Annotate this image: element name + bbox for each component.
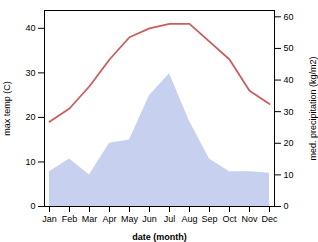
svg-text:0: 0 [284,201,289,211]
svg-text:30: 30 [284,107,294,117]
svg-text:med. precipitation (kg/m2): med. precipitation (kg/m2) [308,56,318,160]
svg-text:10: 10 [284,170,294,180]
svg-text:Jun: Jun [142,214,157,224]
svg-text:Aug: Aug [181,214,197,224]
svg-text:0: 0 [30,201,35,211]
svg-text:Sep: Sep [201,214,217,224]
svg-text:Apr: Apr [102,214,116,224]
svg-text:Mar: Mar [82,214,98,224]
svg-text:May: May [121,214,139,224]
svg-text:40: 40 [284,75,294,85]
svg-text:60: 60 [284,12,294,22]
svg-text:20: 20 [284,138,294,148]
svg-text:Feb: Feb [62,214,78,224]
svg-text:40: 40 [25,23,35,33]
svg-text:Oct: Oct [222,214,237,224]
svg-text:Jan: Jan [42,214,57,224]
svg-text:10: 10 [25,157,35,167]
svg-text:date (month): date (month) [132,232,187,242]
svg-text:Nov: Nov [241,214,258,224]
svg-text:30: 30 [25,68,35,78]
svg-text:Jul: Jul [164,214,176,224]
svg-text:Dec: Dec [261,214,278,224]
svg-text:20: 20 [25,112,35,122]
svg-text:50: 50 [284,43,294,53]
svg-text:max temp (C): max temp (C) [2,81,12,136]
